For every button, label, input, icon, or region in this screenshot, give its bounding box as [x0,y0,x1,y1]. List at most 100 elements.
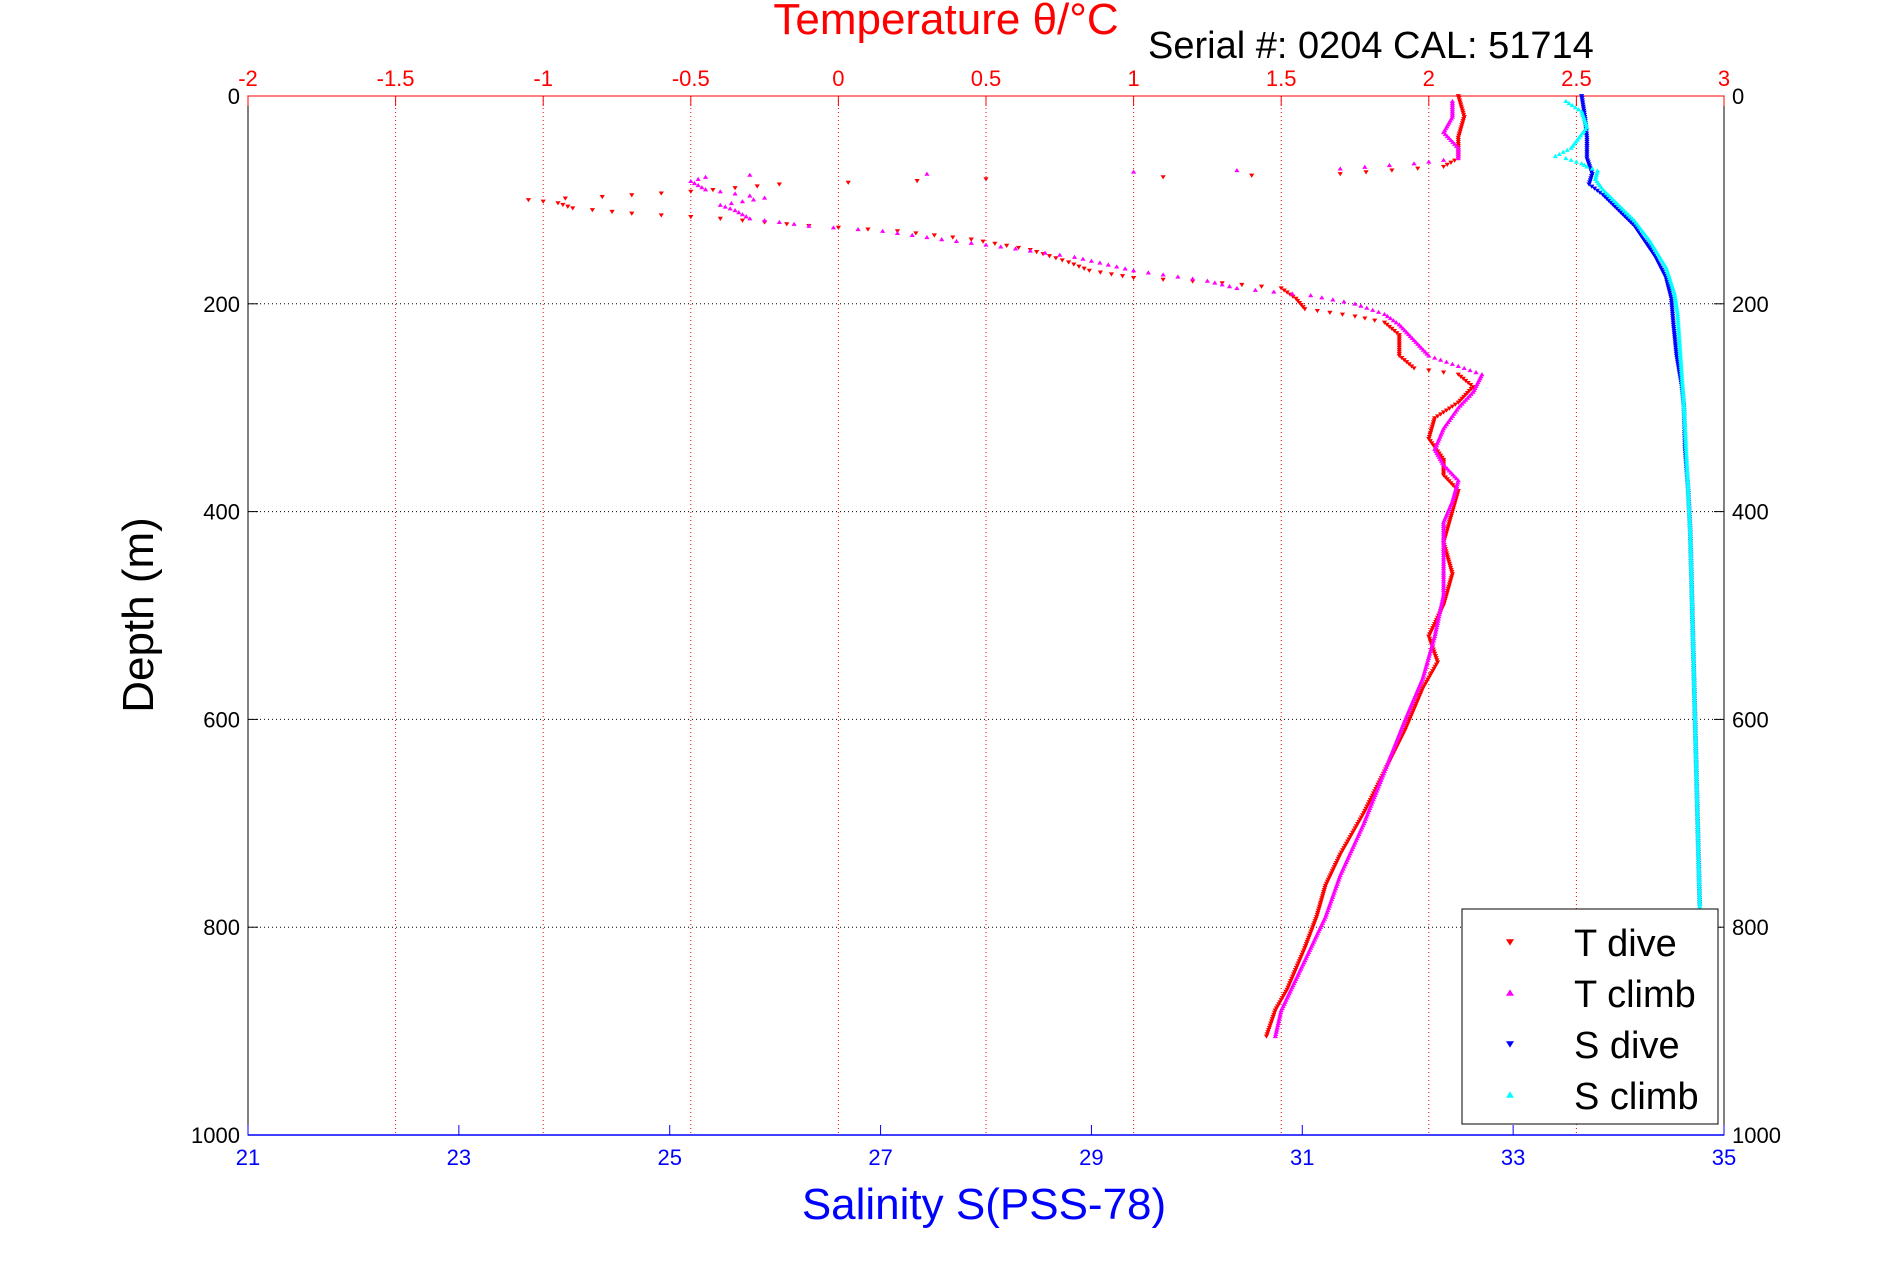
data-point [1669,309,1675,314]
data-point [1364,305,1370,310]
data-point [1693,753,1699,758]
y-tick-label-left: 200 [203,292,240,317]
data-point [1426,368,1432,373]
data-point [1693,759,1699,764]
data-point [1365,802,1371,807]
data-point [1569,103,1575,108]
data-point [1402,717,1408,722]
data-point [1363,814,1370,819]
data-point [1692,735,1699,740]
data-point [1131,268,1137,273]
data-point [1428,671,1435,676]
data-point [1684,460,1690,465]
data-point [1655,252,1661,257]
data-point [1424,662,1430,667]
data-point [1239,282,1245,288]
data-point [1370,307,1376,312]
data-point [1696,860,1702,865]
data-point [1568,157,1574,162]
data-point [1377,779,1383,784]
data-point [1387,756,1393,761]
top-axis-tick-label: 2.5 [1561,66,1592,91]
data-point [1668,298,1675,304]
data-point [1693,742,1699,747]
data-point [1682,418,1688,423]
data-point [1431,666,1437,672]
data-point [1688,573,1694,578]
data-point [1695,831,1701,837]
data-point [702,187,709,192]
data-point [1212,280,1218,285]
data-point [1692,720,1698,725]
data-point [776,182,782,187]
data-point [1695,834,1701,839]
data-point [1696,890,1703,896]
data-point [1389,749,1395,754]
data-point [1296,959,1302,964]
data-point [1419,677,1425,682]
data-point [1388,751,1395,756]
data-point [609,209,615,215]
data-point [1372,318,1378,323]
data-point [1270,1014,1276,1020]
data-point [1689,593,1695,598]
data-point [1693,757,1699,762]
data-point [1358,815,1364,820]
data-point [1689,600,1695,605]
data-point [1122,266,1128,271]
data-point [1269,1017,1275,1022]
data-point [1097,260,1103,265]
data-point [739,212,746,217]
data-point [1415,686,1421,691]
data-point [968,237,974,242]
data-point [1160,175,1166,180]
top-axis-tick-label: 1.5 [1266,66,1297,91]
data-point [1684,464,1690,469]
data-point [1560,149,1566,154]
data-point [1684,477,1691,482]
data-point [1327,901,1333,906]
data-point [1692,715,1698,721]
data-point [1426,634,1432,639]
legend-box [1461,908,1719,1125]
data-point [1681,416,1688,421]
data-point [1272,1008,1278,1013]
data-point [1390,747,1396,752]
data-point [1392,743,1398,748]
data-point [762,218,768,223]
data-point [1455,363,1461,368]
data-point [1287,981,1293,986]
data-point [1362,164,1368,169]
data-point [1295,961,1301,966]
data-point [1434,620,1441,625]
data-point [1435,414,1441,419]
data-point [880,228,886,233]
data-point [1686,505,1692,511]
data-point [1694,796,1700,802]
data-point [1015,245,1022,251]
data-point [1375,786,1381,791]
data-point [1693,766,1699,771]
data-point [1403,714,1409,720]
data-point [1686,499,1692,504]
data-point [1387,316,1394,321]
data-point [1669,282,1675,287]
data-point [1012,246,1019,251]
data-point [1687,521,1693,526]
data-point [1426,636,1433,641]
data-point [1688,571,1694,576]
data-point [1575,107,1582,112]
data-point [1350,844,1356,849]
data-point [1689,597,1695,603]
data-point [1589,166,1595,171]
data-point [1328,899,1334,904]
data-point [1327,310,1333,315]
data-point [747,193,753,198]
data-point [1365,810,1371,815]
data-point [1691,687,1697,692]
data-point [599,194,605,200]
data-point [1687,532,1693,537]
data-point [1302,307,1308,312]
data-point [855,226,861,232]
series-s-climb [1552,98,1703,909]
